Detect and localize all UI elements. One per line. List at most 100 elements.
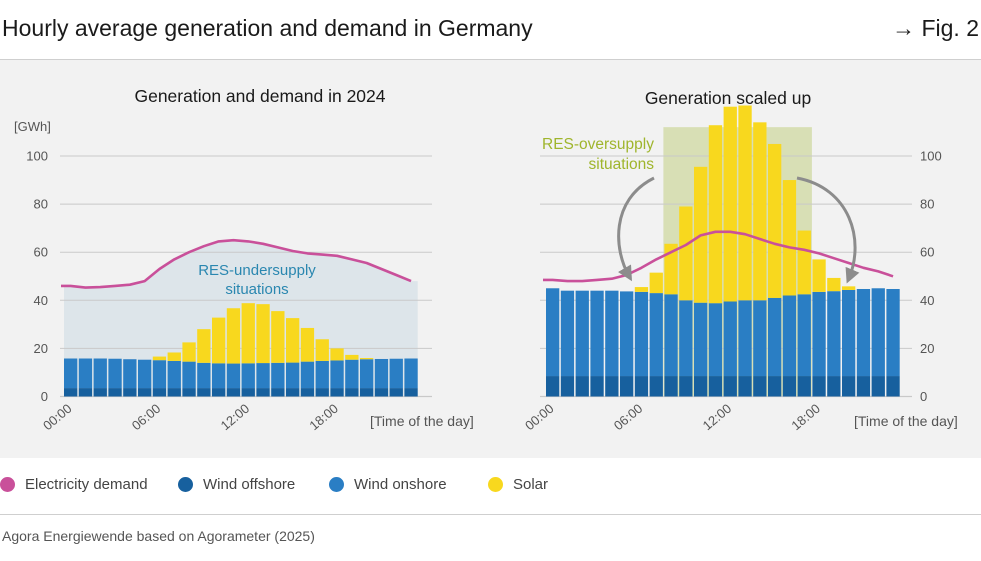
header: Hourly average generation and demand in … [0, 0, 981, 60]
left-chart: Generation and demand in 2024 [GWh] 0 20 40 6… [14, 86, 474, 433]
electricity-demand-line [543, 230, 894, 283]
bar-wind-onshore [300, 361, 315, 389]
legend-label-solar: Solar [513, 476, 549, 493]
bar-wind-onshore [827, 291, 841, 377]
bar-solar [315, 339, 329, 361]
x-tick-label: 06:00 [611, 401, 646, 433]
bar-wind-offshore [374, 388, 389, 397]
bar-solar [842, 286, 856, 290]
bar-wind-onshore [167, 360, 181, 389]
bar-solar [634, 287, 649, 292]
bar-wind-offshore [108, 388, 122, 397]
bar-solar [241, 303, 255, 364]
y-tick-label: 60 [34, 245, 48, 260]
bar-wind-offshore [226, 388, 241, 397]
bar-solar [768, 143, 782, 298]
bar-wind-offshore [856, 376, 871, 397]
bar-wind-onshore [330, 360, 344, 389]
x-tick-label: 12:00 [218, 401, 253, 433]
bar-solar [330, 348, 344, 361]
bar-wind-offshore [605, 376, 619, 397]
bar-solar [345, 354, 359, 360]
chart-title: Generation and demand in 2024 [134, 86, 385, 106]
bar-wind-offshore [753, 376, 767, 397]
bar-wind-offshore [738, 376, 752, 397]
y-tick-label: 0 [920, 389, 927, 404]
bar-wind-offshore [708, 376, 723, 397]
bar-wind-onshore [694, 302, 708, 377]
bar-wind-onshore [404, 358, 418, 389]
x-tick-label: 00:00 [40, 401, 75, 433]
y-tick-label: 60 [920, 245, 934, 260]
bar-wind-offshore [64, 388, 78, 397]
x-axis-label: [Time of the day] [370, 413, 474, 429]
bar-wind-offshore [256, 388, 270, 397]
bar-wind-offshore [634, 376, 649, 397]
bar-solar [738, 105, 752, 301]
y-tick-label: 80 [920, 197, 934, 212]
bar-wind-onshore [782, 295, 797, 377]
legend-item-onshore: Wind onshore [329, 476, 447, 493]
bar-wind-offshore [241, 388, 255, 397]
bar-solar [152, 356, 167, 361]
bar-wind-offshore [389, 388, 403, 397]
bar-wind-onshore [856, 288, 871, 377]
bar-wind-onshore [226, 363, 241, 389]
legend-label-offshore: Wind offshore [203, 476, 296, 493]
bar-wind-offshore [138, 388, 152, 397]
bar-wind-onshore [886, 288, 900, 377]
bar-wind-onshore [256, 363, 270, 389]
bar-wind-offshore [664, 376, 678, 397]
bar-wind-onshore [78, 358, 93, 389]
bar-wind-onshore [605, 290, 619, 377]
bar-wind-offshore [812, 376, 826, 397]
legend-label-demand: Electricity demand [25, 476, 148, 493]
bar-wind-onshore [123, 359, 137, 389]
right-chart: Generation scaled up 0 20 40 60 80 100 00:00 06:… [522, 88, 958, 433]
bar-wind-onshore [560, 290, 575, 377]
bar-wind-onshore [575, 290, 589, 377]
bar-wind-offshore [797, 376, 811, 397]
bar-wind-offshore [620, 376, 634, 397]
bar-solar [827, 277, 841, 292]
figure-label[interactable]: → Fig. 2 [892, 15, 979, 41]
bar-wind-offshore [546, 376, 560, 397]
bar-wind-offshore [93, 388, 107, 397]
bar-wind-onshore [812, 291, 826, 377]
source-note: Agora Energiewende based on Agorameter (… [2, 528, 315, 544]
bar-solar [753, 122, 767, 301]
x-tick-label: 12:00 [700, 401, 735, 433]
y-axis-unit-label: [GWh] [14, 119, 51, 134]
bar-wind-offshore [212, 388, 226, 397]
bar-solar [649, 272, 663, 294]
legend-swatch-demand [0, 477, 15, 492]
x-axis-label: [Time of the day] [854, 413, 958, 429]
annotation-line-2: situations [589, 156, 655, 173]
bar-solar [782, 180, 797, 296]
y-tick-label: 80 [34, 197, 48, 212]
x-tick-label: 18:00 [306, 401, 341, 433]
bar-solar [708, 125, 723, 304]
bar-wind-onshore [708, 303, 723, 377]
bar-wind-onshore [753, 300, 767, 377]
bar-wind-onshore [182, 361, 196, 389]
bar-wind-offshore [197, 388, 211, 397]
y-tick-label: 0 [41, 389, 48, 404]
bar-solar [664, 243, 678, 295]
bar-wind-onshore [723, 301, 737, 377]
bar-solar [182, 342, 196, 362]
bar-wind-offshore [679, 376, 693, 397]
arrow-left-icon [617, 176, 655, 282]
bar-solar [300, 327, 315, 362]
bar-wind-onshore [768, 297, 782, 377]
bar-solar [256, 304, 270, 364]
bar-wind-onshore [664, 294, 678, 377]
bar-wind-onshore [345, 359, 359, 389]
bar-wind-offshore [886, 376, 900, 397]
annotation-line-1: RES-undersupply [198, 262, 316, 279]
bar-wind-offshore [360, 388, 374, 397]
bar-wind-onshore [241, 363, 255, 389]
bar-wind-onshore [389, 358, 403, 389]
bar-solar [167, 352, 181, 361]
bar-wind-onshore [797, 294, 811, 377]
